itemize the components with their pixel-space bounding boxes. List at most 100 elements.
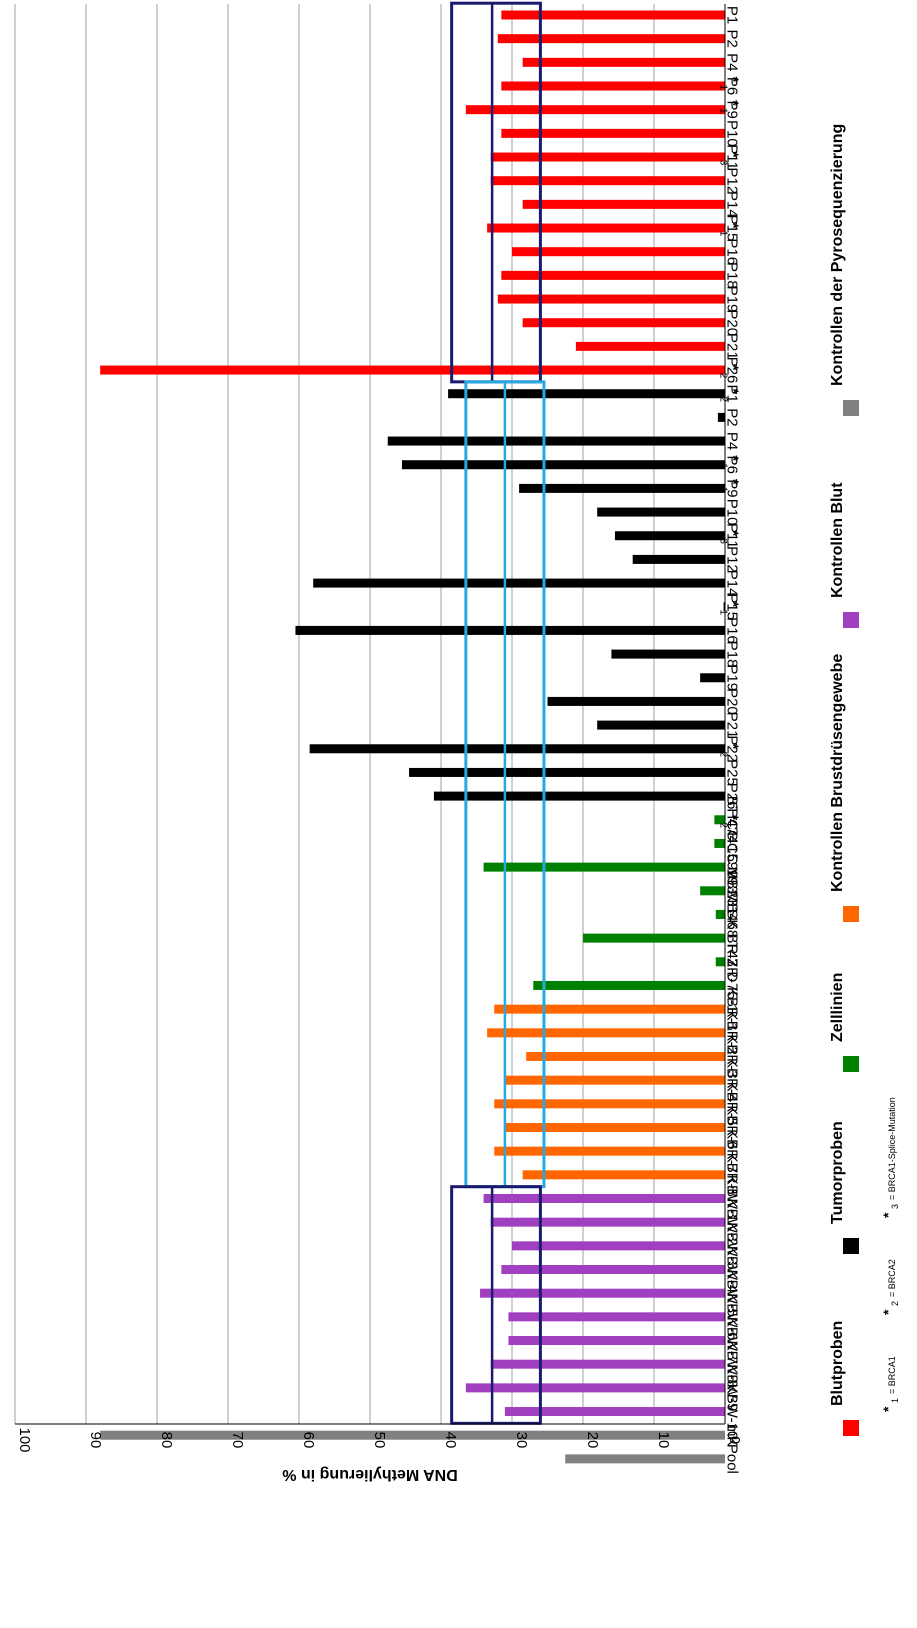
- category-label-text: P9: [724, 479, 741, 497]
- bar-blut: [522, 318, 725, 328]
- category-label-text: KBR-1: [724, 987, 741, 1031]
- category-label-text: P19: [724, 664, 741, 691]
- bar-zell: [715, 957, 725, 967]
- footnote-asterisk: *: [880, 1212, 896, 1218]
- category-label: P9: [724, 101, 741, 119]
- bar-kblut: [508, 1336, 725, 1346]
- legend-swatch-blut: [843, 1420, 859, 1436]
- category-label: P25: [724, 759, 741, 786]
- y-tick-label: 100: [16, 1427, 33, 1452]
- bar-brust: [504, 1075, 725, 1085]
- bar-blut: [465, 105, 725, 115]
- footnote-asterisk: *: [880, 1406, 896, 1412]
- category-label: KBW-5: [724, 1270, 741, 1317]
- category-label: KBW-6: [724, 1293, 741, 1340]
- mutation-mark: 2: [718, 396, 729, 402]
- bar-brust: [487, 1028, 725, 1038]
- category-label-text: P25: [724, 759, 741, 786]
- category-label-text: P4: [724, 432, 741, 450]
- mutation-asterisk: *: [725, 530, 742, 536]
- category-label: KBR-5: [724, 1082, 741, 1126]
- category-label: MB231: [724, 867, 741, 915]
- bar-blut: [487, 223, 725, 233]
- range-layer: [450, 1, 546, 1425]
- category-label: P18: [724, 262, 741, 289]
- category-label: P1: [724, 6, 741, 24]
- bar-blut: [501, 81, 725, 91]
- category-label-text: KBR-2: [724, 1011, 741, 1055]
- category-label: mK: [724, 1424, 741, 1447]
- bar-blut: [522, 57, 725, 67]
- mutation-asterisk: *: [725, 601, 742, 607]
- category-label: P15: [724, 215, 741, 242]
- category-label: P6*1: [718, 77, 742, 114]
- category-label: P16: [724, 617, 741, 644]
- bar-tumor: [700, 673, 725, 683]
- category-label: P2: [724, 408, 741, 426]
- category-label: KBW-4: [724, 1246, 741, 1293]
- category-label: P11: [724, 144, 741, 170]
- mutation-mark: 3: [718, 160, 729, 166]
- bar-blut: [100, 365, 725, 375]
- mutation-asterisk: *: [725, 223, 742, 229]
- mutation-mark: 2: [718, 751, 729, 757]
- category-label-text: ZR-75-1: [724, 958, 741, 1013]
- category-label-text: HCC 1937: [724, 832, 741, 902]
- category-label-text: Pool: [724, 1444, 741, 1474]
- bar-kblut: [490, 1217, 725, 1227]
- legend-label-tumor: Tumorproben: [829, 1121, 846, 1224]
- bar-tumor: [597, 507, 725, 517]
- bar-pyro: [565, 1454, 725, 1464]
- category-label-text: P16: [724, 238, 741, 265]
- category-label: KBW-1: [724, 1175, 741, 1222]
- category-label-text: KBR-5: [724, 1082, 741, 1126]
- bar-kblut: [480, 1288, 725, 1298]
- category-label: P19: [724, 664, 741, 691]
- category-label: KBR-8: [724, 1153, 741, 1197]
- category-label-text: P22: [724, 735, 741, 762]
- grid-layer: [14, 4, 655, 1424]
- bar-tumor: [387, 436, 725, 446]
- category-label-text: P12: [724, 167, 741, 194]
- axis-layer: 0 10 20 30 40 50 60 70 80 90 100 DNA Methylierung i…: [15, 4, 743, 1483]
- legend-swatch-tumor: [843, 1238, 859, 1254]
- category-label: P26 * 2: [718, 783, 742, 829]
- legend-swatch-brust: [843, 906, 859, 922]
- y-tick-label: 40: [442, 1432, 459, 1449]
- bar-blut: [512, 247, 725, 257]
- category-label-text: P26: [724, 357, 741, 384]
- category-label: SK BR 3: [724, 909, 741, 967]
- category-label: KBW-10: [724, 1384, 741, 1440]
- bar-tumor: [717, 412, 725, 422]
- bar-blut: [501, 10, 725, 20]
- category-label-text: P11: [724, 523, 741, 549]
- bar-tumor: [313, 578, 725, 588]
- legend-label-zell: Zelllinien: [829, 973, 846, 1042]
- footnote: * 1 = BRCA1: [880, 1356, 900, 1412]
- category-label: HCC 1599: [724, 808, 741, 878]
- mutation-mark: 3: [718, 538, 729, 544]
- category-label-text: P14: [724, 191, 741, 218]
- footnote: * 2 = BRCA2: [880, 1259, 900, 1315]
- category-label: P21 * 2: [718, 712, 742, 758]
- legend-swatch-pyro: [843, 400, 859, 416]
- category-label-text: KBW-7: [724, 1317, 741, 1364]
- y-tick-label: 20: [584, 1432, 601, 1449]
- category-label: BT 474: [724, 796, 741, 844]
- category-label: KBR-6: [724, 1105, 741, 1149]
- mutation-mark: 2: [718, 822, 729, 828]
- y-tick-label: 10: [655, 1432, 672, 1449]
- bar-tumor: [611, 649, 725, 659]
- bar-brust: [494, 1146, 725, 1156]
- category-label: P14 * 1: [718, 191, 742, 237]
- category-label-text: KBW-6: [724, 1293, 741, 1340]
- bar-kblut: [508, 1312, 725, 1322]
- category-label-text: KBR-7: [724, 1129, 741, 1173]
- category-label-text: KBW-2: [724, 1199, 741, 1246]
- y-tick-label: 0: [726, 1436, 743, 1444]
- bar-kblut: [490, 1359, 725, 1369]
- y-tick-label: 70: [229, 1432, 246, 1449]
- mutation-asterisk: *: [725, 152, 742, 158]
- bar-brust: [526, 1051, 725, 1061]
